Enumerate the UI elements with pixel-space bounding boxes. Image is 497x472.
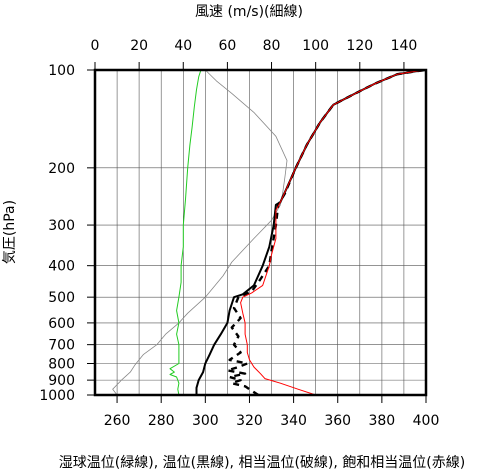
temp-tick-label: 260: [104, 413, 131, 429]
data-series: [112, 68, 427, 397]
series-line-theta: [195, 69, 427, 395]
wind-tick-label: 80: [263, 38, 281, 54]
pressure-axis-title: 気圧(hPa): [2, 200, 18, 264]
pressure-tick-label: 800: [48, 357, 75, 373]
wind-tick-label: 100: [302, 38, 329, 54]
temp-tick-label: 380: [368, 413, 395, 429]
temp-tick-label: 400: [413, 413, 440, 429]
wind-tick-label: 0: [91, 38, 100, 54]
wind-axis-title: 風速 (m/s)(細線): [195, 4, 303, 20]
temp-tick-label: 320: [236, 413, 263, 429]
pressure-tick-label: 200: [48, 161, 75, 177]
wind-tick-label: 20: [130, 38, 148, 54]
pressure-tick-label: 1000: [39, 388, 75, 404]
temp-tick-label: 300: [192, 413, 219, 429]
temp-tick-label: 340: [280, 413, 307, 429]
axis-ticks: 260 280 300 320 340 360 380 400 0 20 40 60 80 100 120 1…: [39, 38, 439, 429]
pressure-tick-label: 100: [48, 63, 75, 79]
wind-tick-label: 40: [174, 38, 192, 54]
series-line-theta-es: [240, 69, 427, 396]
pressure-tick-label: 300: [48, 218, 75, 234]
series-line-wet-bulb-theta: [169, 69, 202, 396]
temp-tick-label: 280: [148, 413, 175, 429]
series-line-theta-e: [226, 68, 427, 397]
pressure-tick-label: 400: [48, 259, 75, 275]
temperature-axis-title: 湿球温位(緑線), 温位(黒線), 相当温位(破線), 飽和相当温位(赤線): [59, 454, 465, 471]
pressure-tick-label: 900: [48, 373, 75, 389]
series-line-wind: [112, 69, 288, 396]
grid-lines: [95, 70, 426, 395]
wind-tick-label: 140: [391, 38, 418, 54]
pressure-tick-label: 700: [48, 338, 75, 354]
temp-tick-label: 360: [324, 413, 351, 429]
pressure-tick-label: 500: [48, 290, 75, 306]
plot-frame: [93, 68, 428, 397]
wind-tick-label: 120: [346, 38, 373, 54]
pressure-tick-label: 600: [48, 316, 75, 332]
wind-tick-label: 60: [218, 38, 236, 54]
